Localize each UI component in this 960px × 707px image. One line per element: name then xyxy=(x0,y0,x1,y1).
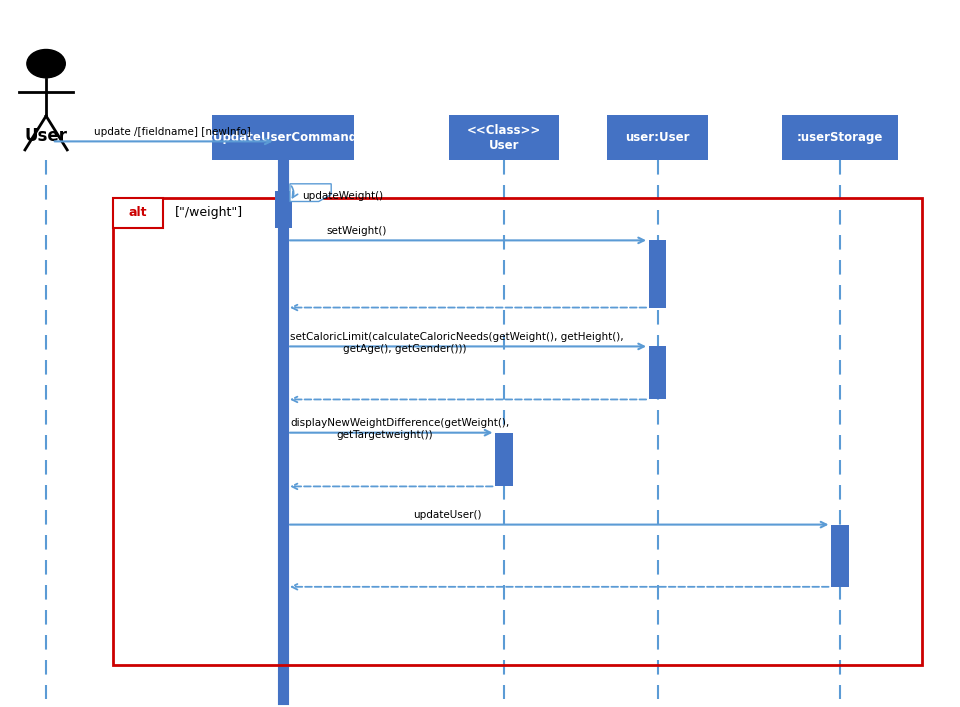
Bar xyxy=(495,433,513,486)
Bar xyxy=(608,115,708,160)
Bar xyxy=(649,240,666,308)
Bar xyxy=(449,115,559,160)
Text: alt: alt xyxy=(129,206,148,219)
Text: getTargetweight()): getTargetweight()) xyxy=(336,430,433,440)
Text: <<Class>>
User: <<Class>> User xyxy=(467,124,541,151)
Polygon shape xyxy=(290,184,331,201)
Text: displayNewWeightDifference(getWeight(),: displayNewWeightDifference(getWeight(), xyxy=(290,419,509,428)
Text: updateWeight(): updateWeight() xyxy=(302,191,384,201)
Text: user:User: user:User xyxy=(625,131,690,144)
Text: ["/weight"]: ["/weight"] xyxy=(175,206,243,219)
Bar xyxy=(113,198,163,228)
Text: User: User xyxy=(25,127,67,145)
Text: setWeight(): setWeight() xyxy=(326,226,387,236)
Text: :UpdateUserCommand: :UpdateUserCommand xyxy=(208,131,358,144)
Circle shape xyxy=(27,49,65,78)
Text: update /[fieldname] [newInfo]: update /[fieldname] [newInfo] xyxy=(94,127,251,137)
Text: getAge(), getGender())): getAge(), getGender())) xyxy=(343,344,467,354)
Bar xyxy=(113,198,922,665)
Bar xyxy=(782,115,898,160)
Text: :userStorage: :userStorage xyxy=(797,131,883,144)
Text: setCaloricLimit(calculateCaloricNeeds(getWeight(), getHeight(),: setCaloricLimit(calculateCaloricNeeds(ge… xyxy=(290,332,624,342)
Bar xyxy=(212,115,354,160)
Bar xyxy=(275,191,292,228)
Bar xyxy=(831,525,849,587)
Text: updateUser(): updateUser() xyxy=(413,510,481,520)
Bar xyxy=(649,346,666,399)
